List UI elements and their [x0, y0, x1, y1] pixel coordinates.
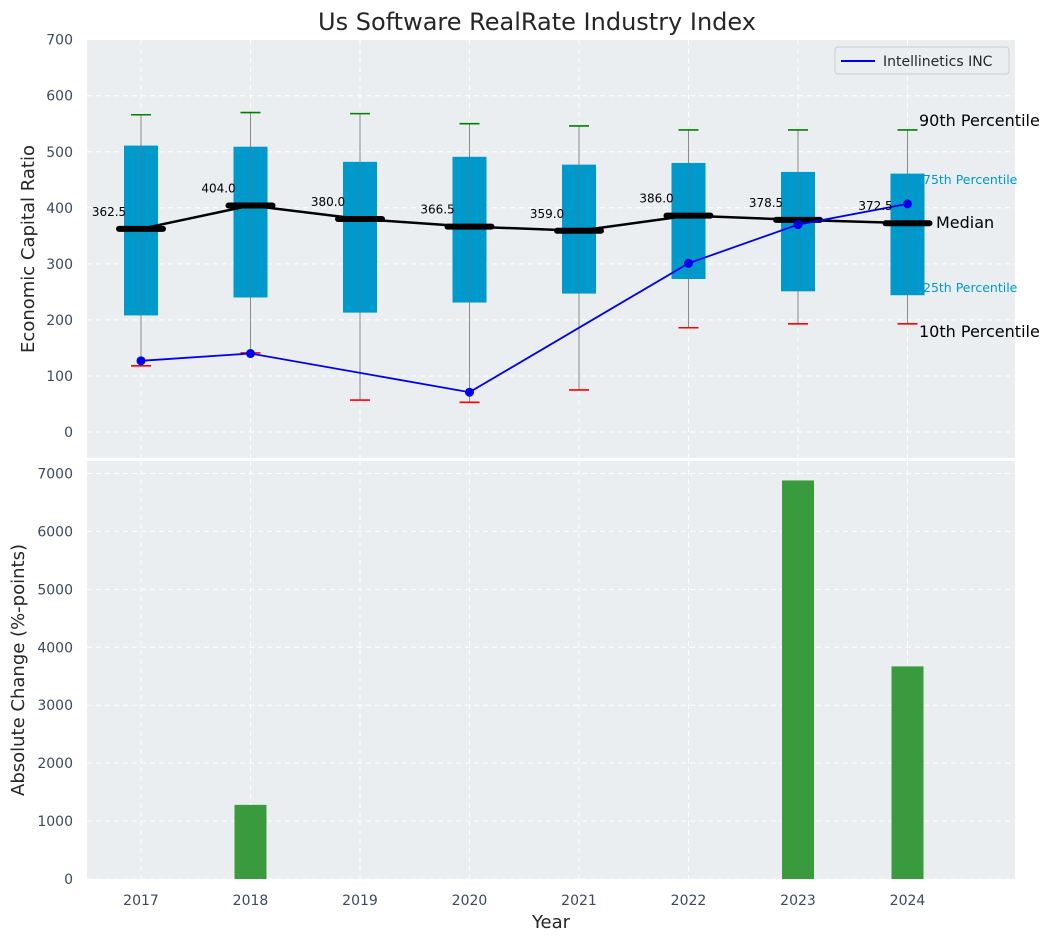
- change-bar: [782, 480, 814, 879]
- series-point: [136, 356, 146, 366]
- bottom-y-tick-label: 0: [64, 872, 73, 888]
- top-y-tick-label: 400: [46, 201, 73, 217]
- median-trend: [140, 204, 908, 233]
- bottom-y-tick-label: 7000: [37, 467, 73, 483]
- top-y-ticks: 0 100 200 300 400 500 600 700: [46, 33, 73, 441]
- top-plot-area: [87, 40, 1015, 458]
- annotation-median: Median: [936, 213, 994, 232]
- series-point: [465, 387, 474, 397]
- annotation-25th: 25th Percentile: [923, 280, 1018, 295]
- x-tick-label: 2020: [452, 893, 488, 909]
- legend-label: Intellinetics INC: [883, 54, 993, 70]
- x-axis-label: Year: [531, 912, 571, 933]
- median-trend-line: [140, 204, 908, 233]
- median-value-label: 380.0: [311, 195, 345, 209]
- bottom-y-tick-label: 5000: [37, 582, 73, 598]
- series-point: [903, 199, 912, 209]
- median-value-label: 404.0: [201, 182, 235, 196]
- annotation-75th: 75th Percentile: [923, 172, 1018, 187]
- series-line: [140, 202, 908, 394]
- x-ticks: 2017 2018 2019 2020 2021 2022 2023 2024: [123, 893, 925, 909]
- bottom-y-tick-label: 6000: [37, 524, 73, 540]
- change-bar: [234, 804, 267, 879]
- legend: Intellinetics INC: [834, 46, 1010, 75]
- bottom-y-ticks: 0 1000 2000 3000 4000 5000 6000 7000: [37, 467, 73, 889]
- change-bars: [234, 480, 924, 879]
- chart-title: Us Software RealRate Industry Index: [318, 8, 756, 36]
- bottom-plot-area: [87, 461, 1015, 879]
- bottom-y-tick-label: 4000: [37, 640, 73, 656]
- median-value-label: 359.0: [530, 207, 564, 221]
- top-y-tick-label: 200: [46, 313, 73, 329]
- x-tick-label: 2024: [890, 893, 926, 909]
- x-tick-label: 2018: [233, 893, 269, 909]
- x-tick-label: 2022: [671, 893, 707, 909]
- x-tick-label: 2023: [780, 893, 816, 909]
- annotation-90th: 90th Percentile: [919, 111, 1040, 130]
- median-value-label: 366.5: [420, 203, 454, 217]
- median-value-label: 378.5: [749, 196, 783, 210]
- median-value-label: 386.0: [639, 192, 673, 206]
- median-value-label: 372.5: [858, 199, 892, 213]
- bottom-y-tick-label: 1000: [37, 814, 73, 830]
- series-point: [684, 258, 693, 268]
- bottom-y-tick-label: 2000: [37, 756, 73, 772]
- x-tick-label: 2017: [123, 893, 159, 909]
- top-y-tick-label: 300: [46, 257, 73, 273]
- top-y-tick-label: 100: [46, 369, 73, 385]
- top-y-axis-label: Economic Capital Ratio: [18, 145, 39, 353]
- median-value-label: 362.5: [92, 205, 126, 219]
- top-y-tick-label: 0: [64, 425, 73, 441]
- series-point: [793, 220, 803, 230]
- bottom-grid: [87, 461, 1015, 880]
- median-labels: 362.5 404.0 380.0 366.5 359.0 386.0 378.5 372.5: [92, 182, 893, 221]
- x-tick-label: 2019: [342, 893, 378, 909]
- top-y-tick-label: 600: [46, 89, 73, 105]
- top-y-tick-label: 700: [46, 33, 73, 49]
- change-bar: [891, 666, 924, 879]
- bottom-y-axis-label: Absolute Change (%-points): [8, 544, 29, 796]
- annotation-10th: 10th Percentile: [919, 322, 1040, 341]
- bottom-y-tick-label: 3000: [37, 698, 73, 714]
- top-y-tick-label: 500: [46, 145, 73, 161]
- company-series: [136, 199, 912, 397]
- x-tick-label: 2021: [561, 893, 597, 909]
- series-point: [246, 349, 255, 359]
